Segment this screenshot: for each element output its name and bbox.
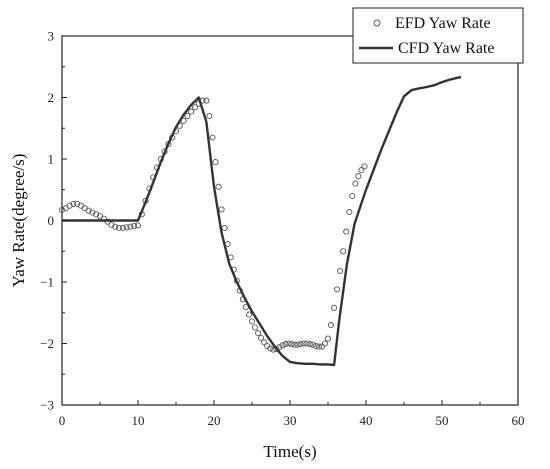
efd-data-point bbox=[248, 318, 256, 325]
y-tick-label: −2 bbox=[40, 336, 54, 351]
y-tick-label: −3 bbox=[40, 398, 54, 413]
efd-data-point bbox=[258, 334, 265, 342]
efd-data-point bbox=[66, 202, 73, 209]
efd-data-point bbox=[127, 223, 134, 230]
efd-data-point bbox=[255, 329, 262, 337]
x-tick-label: 50 bbox=[436, 413, 449, 428]
efd-data-point bbox=[134, 222, 142, 229]
efd-data-point bbox=[221, 224, 228, 231]
efd-data-point bbox=[108, 221, 115, 228]
efd-data-point bbox=[285, 340, 292, 347]
efd-data-point bbox=[355, 173, 362, 180]
y-tick-label: 3 bbox=[48, 29, 55, 44]
efd-data-point bbox=[93, 211, 100, 218]
efd-data-point bbox=[346, 208, 353, 215]
efd-data-point bbox=[349, 192, 356, 199]
legend: EFD Yaw Rate CFD Yaw Rate bbox=[352, 7, 524, 64]
x-axis-ticks: 0 10 20 30 40 50 60 bbox=[59, 400, 525, 428]
efd-data-point bbox=[352, 180, 359, 187]
efd-data-point bbox=[343, 228, 350, 235]
efd-data-point bbox=[74, 200, 81, 207]
efd-data-point bbox=[267, 345, 274, 352]
efd-data-point bbox=[279, 342, 286, 349]
efd-data-point bbox=[331, 304, 338, 311]
efd-data-point bbox=[291, 341, 298, 348]
efd-data-point bbox=[303, 340, 310, 347]
x-tick-label: 0 bbox=[59, 413, 66, 428]
efd-data-point bbox=[218, 206, 225, 213]
y-axis-title: Yaw Rate(degree/s) bbox=[9, 154, 28, 288]
efd-data-point bbox=[215, 183, 222, 190]
efd-data-point bbox=[318, 343, 325, 350]
efd-data-point bbox=[358, 167, 365, 174]
plot-area bbox=[58, 35, 519, 406]
y-tick-label: −1 bbox=[40, 275, 54, 290]
efd-data-point bbox=[361, 163, 368, 170]
efd-data-point bbox=[206, 112, 213, 119]
efd-data-point bbox=[203, 97, 210, 104]
x-axis-title: Time(s) bbox=[263, 442, 316, 461]
y-tick-label: 0 bbox=[48, 213, 55, 228]
legend-label-cfd: CFD Yaw Rate bbox=[398, 40, 494, 57]
efd-data-point bbox=[70, 200, 77, 207]
efd-data-point bbox=[89, 209, 96, 216]
efd-data-point bbox=[312, 342, 319, 350]
efd-data-point bbox=[306, 341, 313, 348]
y-axis-ticks: −3 −2 −1 0 1 2 3 bbox=[40, 29, 67, 413]
efd-data-point bbox=[261, 339, 268, 346]
efd-data-point bbox=[184, 112, 191, 119]
efd-data-point bbox=[131, 222, 138, 230]
efd-data-point bbox=[334, 286, 341, 293]
efd-data-point bbox=[85, 207, 92, 214]
efd-data-point bbox=[309, 341, 316, 348]
efd-data-point bbox=[327, 322, 335, 329]
efd-data-point bbox=[300, 340, 307, 347]
efd-data-point bbox=[58, 206, 66, 214]
efd-data-point bbox=[273, 345, 280, 353]
efd-data-point bbox=[123, 224, 130, 231]
efd-data-point bbox=[251, 324, 259, 331]
x-tick-label: 20 bbox=[208, 413, 221, 428]
efd-data-point bbox=[337, 267, 344, 274]
efd-data-point bbox=[112, 223, 119, 230]
y-tick-label: 1 bbox=[48, 152, 55, 167]
x-tick-label: 10 bbox=[132, 413, 145, 428]
x-tick-label: 40 bbox=[360, 413, 373, 428]
efd-data-point bbox=[212, 159, 219, 166]
efd-data-point bbox=[119, 224, 126, 231]
efd-data-point bbox=[294, 341, 301, 348]
series-layer bbox=[58, 76, 462, 367]
x-tick-label: 30 bbox=[284, 413, 297, 428]
efd-data-point bbox=[288, 341, 295, 348]
efd-data-point bbox=[321, 340, 329, 347]
efd-data-point bbox=[245, 311, 253, 318]
efd-data-point bbox=[188, 108, 195, 115]
efd-data-point bbox=[115, 224, 123, 231]
y-tick-label: 2 bbox=[48, 90, 55, 105]
efd-data-point bbox=[191, 104, 199, 111]
efd-data-point bbox=[209, 134, 216, 141]
legend-label-efd: EFD Yaw Rate bbox=[395, 15, 491, 32]
efd-data-point bbox=[297, 341, 304, 348]
efd-data-point bbox=[315, 343, 322, 350]
efd-data-point bbox=[324, 335, 332, 342]
efd-data-point bbox=[81, 205, 88, 212]
efd-data-point bbox=[340, 248, 347, 255]
series-line-cfd bbox=[62, 76, 462, 367]
legend-box bbox=[352, 7, 524, 64]
legend-marker-efd bbox=[373, 19, 381, 27]
x-tick-label: 60 bbox=[512, 413, 525, 428]
efd-data-point bbox=[282, 341, 289, 348]
